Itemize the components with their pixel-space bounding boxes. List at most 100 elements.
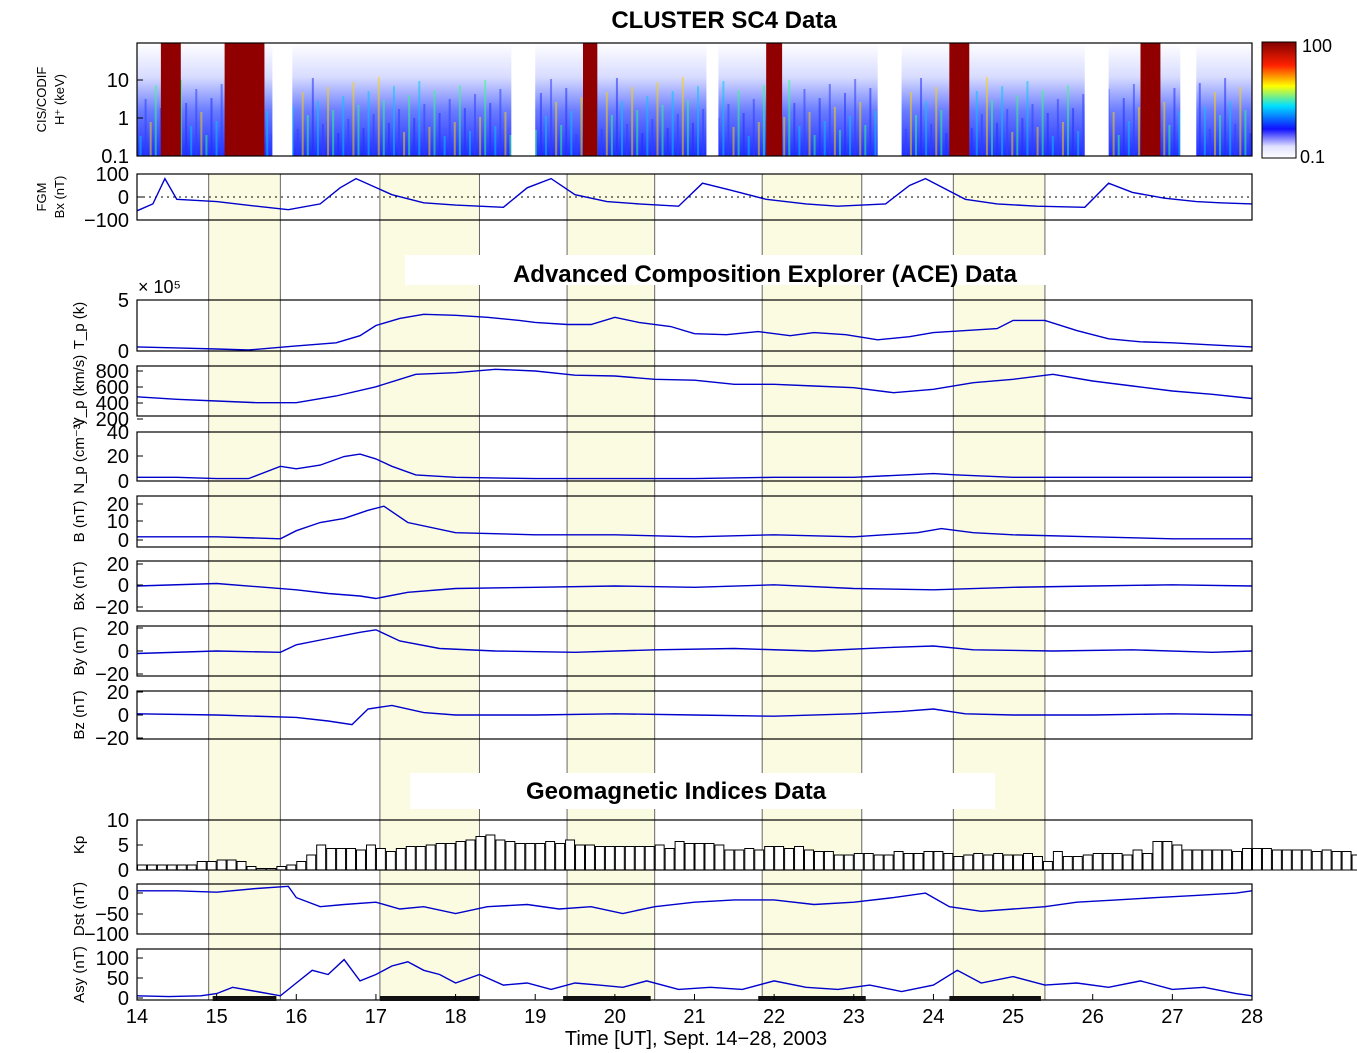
x-tick-label: 14 <box>126 1006 148 1028</box>
series-line-np <box>137 453 1252 480</box>
spectrogram-streak <box>1178 111 1181 156</box>
spectrogram-streak <box>555 102 558 156</box>
kp-bar <box>1082 854 1093 871</box>
panel-bz: 200−20 Bz (nT) <box>71 682 1253 750</box>
x-tick-label: 26 <box>1082 1006 1104 1028</box>
kp-bar <box>1311 851 1322 871</box>
y-tick-label: 0 <box>118 641 129 663</box>
kp-bar <box>1192 849 1203 871</box>
panel-frame <box>136 431 1253 482</box>
y-tick-label: 0 <box>118 187 129 209</box>
spectrogram-streak <box>509 135 512 156</box>
spectrogram-streak <box>935 87 938 156</box>
spectrogram-streak <box>453 122 456 156</box>
spectrogram-streak <box>180 80 183 156</box>
spectrogram-streak <box>438 113 441 156</box>
kp-bar <box>614 846 625 871</box>
spectrogram-streak <box>818 98 821 156</box>
spectrogram-streak <box>1163 102 1166 156</box>
kp-bar <box>1013 854 1024 871</box>
y-tick-label: −100 <box>84 210 129 232</box>
kp-bar <box>356 849 366 871</box>
spectrogram-streak <box>727 104 730 156</box>
kp-bar <box>405 846 416 871</box>
panel-kp: 10 5 0 Kp <box>71 810 1357 882</box>
y-tick-label: 1 <box>118 108 129 130</box>
spectrogram-streak <box>1051 136 1054 156</box>
spectrogram-streak <box>970 128 973 156</box>
y-tick-label: 0 <box>118 575 129 597</box>
spectrogram-streak <box>311 78 314 156</box>
spectrogram-streak <box>327 87 330 156</box>
spectrogram-streak <box>1234 124 1237 156</box>
spectrogram-streak <box>1036 127 1039 156</box>
kp-bar <box>415 846 426 871</box>
spectrogram-streak <box>362 128 365 156</box>
kp-bar <box>873 854 884 871</box>
spectrogram-streak <box>990 100 993 156</box>
y-tick-label: 600 <box>96 377 129 399</box>
kp-bar <box>156 864 167 871</box>
y-axis-label: FGM <box>34 183 49 212</box>
x-tick-label: 20 <box>604 1006 626 1028</box>
spectrogram-streak <box>859 102 862 156</box>
kp-bar <box>893 851 904 871</box>
kp-bar <box>714 844 725 871</box>
spectrogram-streak <box>1031 104 1034 156</box>
spectrogram-streak <box>149 122 152 156</box>
kp-bar <box>1023 853 1033 871</box>
spectrogram-streak <box>737 90 740 156</box>
spectrogram-streak <box>671 91 674 156</box>
kp-bar <box>794 846 805 871</box>
kp-bar <box>465 839 476 871</box>
spectrogram-streak <box>646 96 649 156</box>
series-line-b <box>137 505 1252 540</box>
kp-bar <box>316 844 327 871</box>
kp-bar <box>604 846 615 871</box>
y-tick-label: 0 <box>118 883 129 905</box>
spectrogram-streak <box>200 112 203 156</box>
spectrogram-streak <box>1117 135 1120 156</box>
spectrogram-streak <box>1203 106 1206 156</box>
spectrogram-streak <box>1112 112 1115 156</box>
spectrogram-streak <box>980 114 983 156</box>
kp-bar <box>1271 849 1282 871</box>
spectrogram-streak <box>220 84 223 156</box>
spectrogram-streak <box>1056 99 1059 156</box>
kp-bar <box>1062 856 1073 871</box>
perigee-bar <box>949 996 1041 1001</box>
spectrogram-streak <box>392 86 395 156</box>
cusp-region <box>949 43 970 156</box>
kp-bar <box>485 834 496 871</box>
spectrogram-streak <box>1082 94 1085 156</box>
y-axis-label: B (nT) <box>71 501 88 543</box>
spectrogram-streak <box>306 115 309 156</box>
spectrogram-streak <box>433 90 436 156</box>
kp-bar <box>146 864 157 871</box>
kp-bar <box>674 841 685 871</box>
spectrogram-streak <box>291 106 294 156</box>
panel-tp: 5 0 T_p (k) <box>71 290 1253 363</box>
spectrogram-streak <box>1006 109 1009 156</box>
kp-bar <box>455 841 466 871</box>
spectrogram-streak <box>1168 125 1171 156</box>
spectrogram-streak <box>539 93 542 156</box>
spectrogram-streak <box>1137 107 1140 156</box>
y-tick-label: 20 <box>107 446 129 468</box>
y-axis-label: Kp <box>71 836 88 854</box>
spectrogram-streak <box>195 89 198 156</box>
y-tick-label: 20 <box>107 494 129 516</box>
kp-bar <box>216 859 227 871</box>
kp-bar <box>1252 848 1262 871</box>
y-tick-label: 200 <box>96 409 129 431</box>
x-tick-label: 15 <box>206 1006 228 1028</box>
x-tick-label: 18 <box>444 1006 466 1028</box>
spectrogram-streak <box>357 105 360 156</box>
cusp-region <box>224 43 265 156</box>
kp-bar <box>744 848 755 871</box>
y-tick-label: 50 <box>107 968 129 990</box>
kp-bar <box>1281 849 1292 871</box>
kp-bar <box>1032 856 1043 871</box>
spectrogram-streak <box>570 111 573 156</box>
